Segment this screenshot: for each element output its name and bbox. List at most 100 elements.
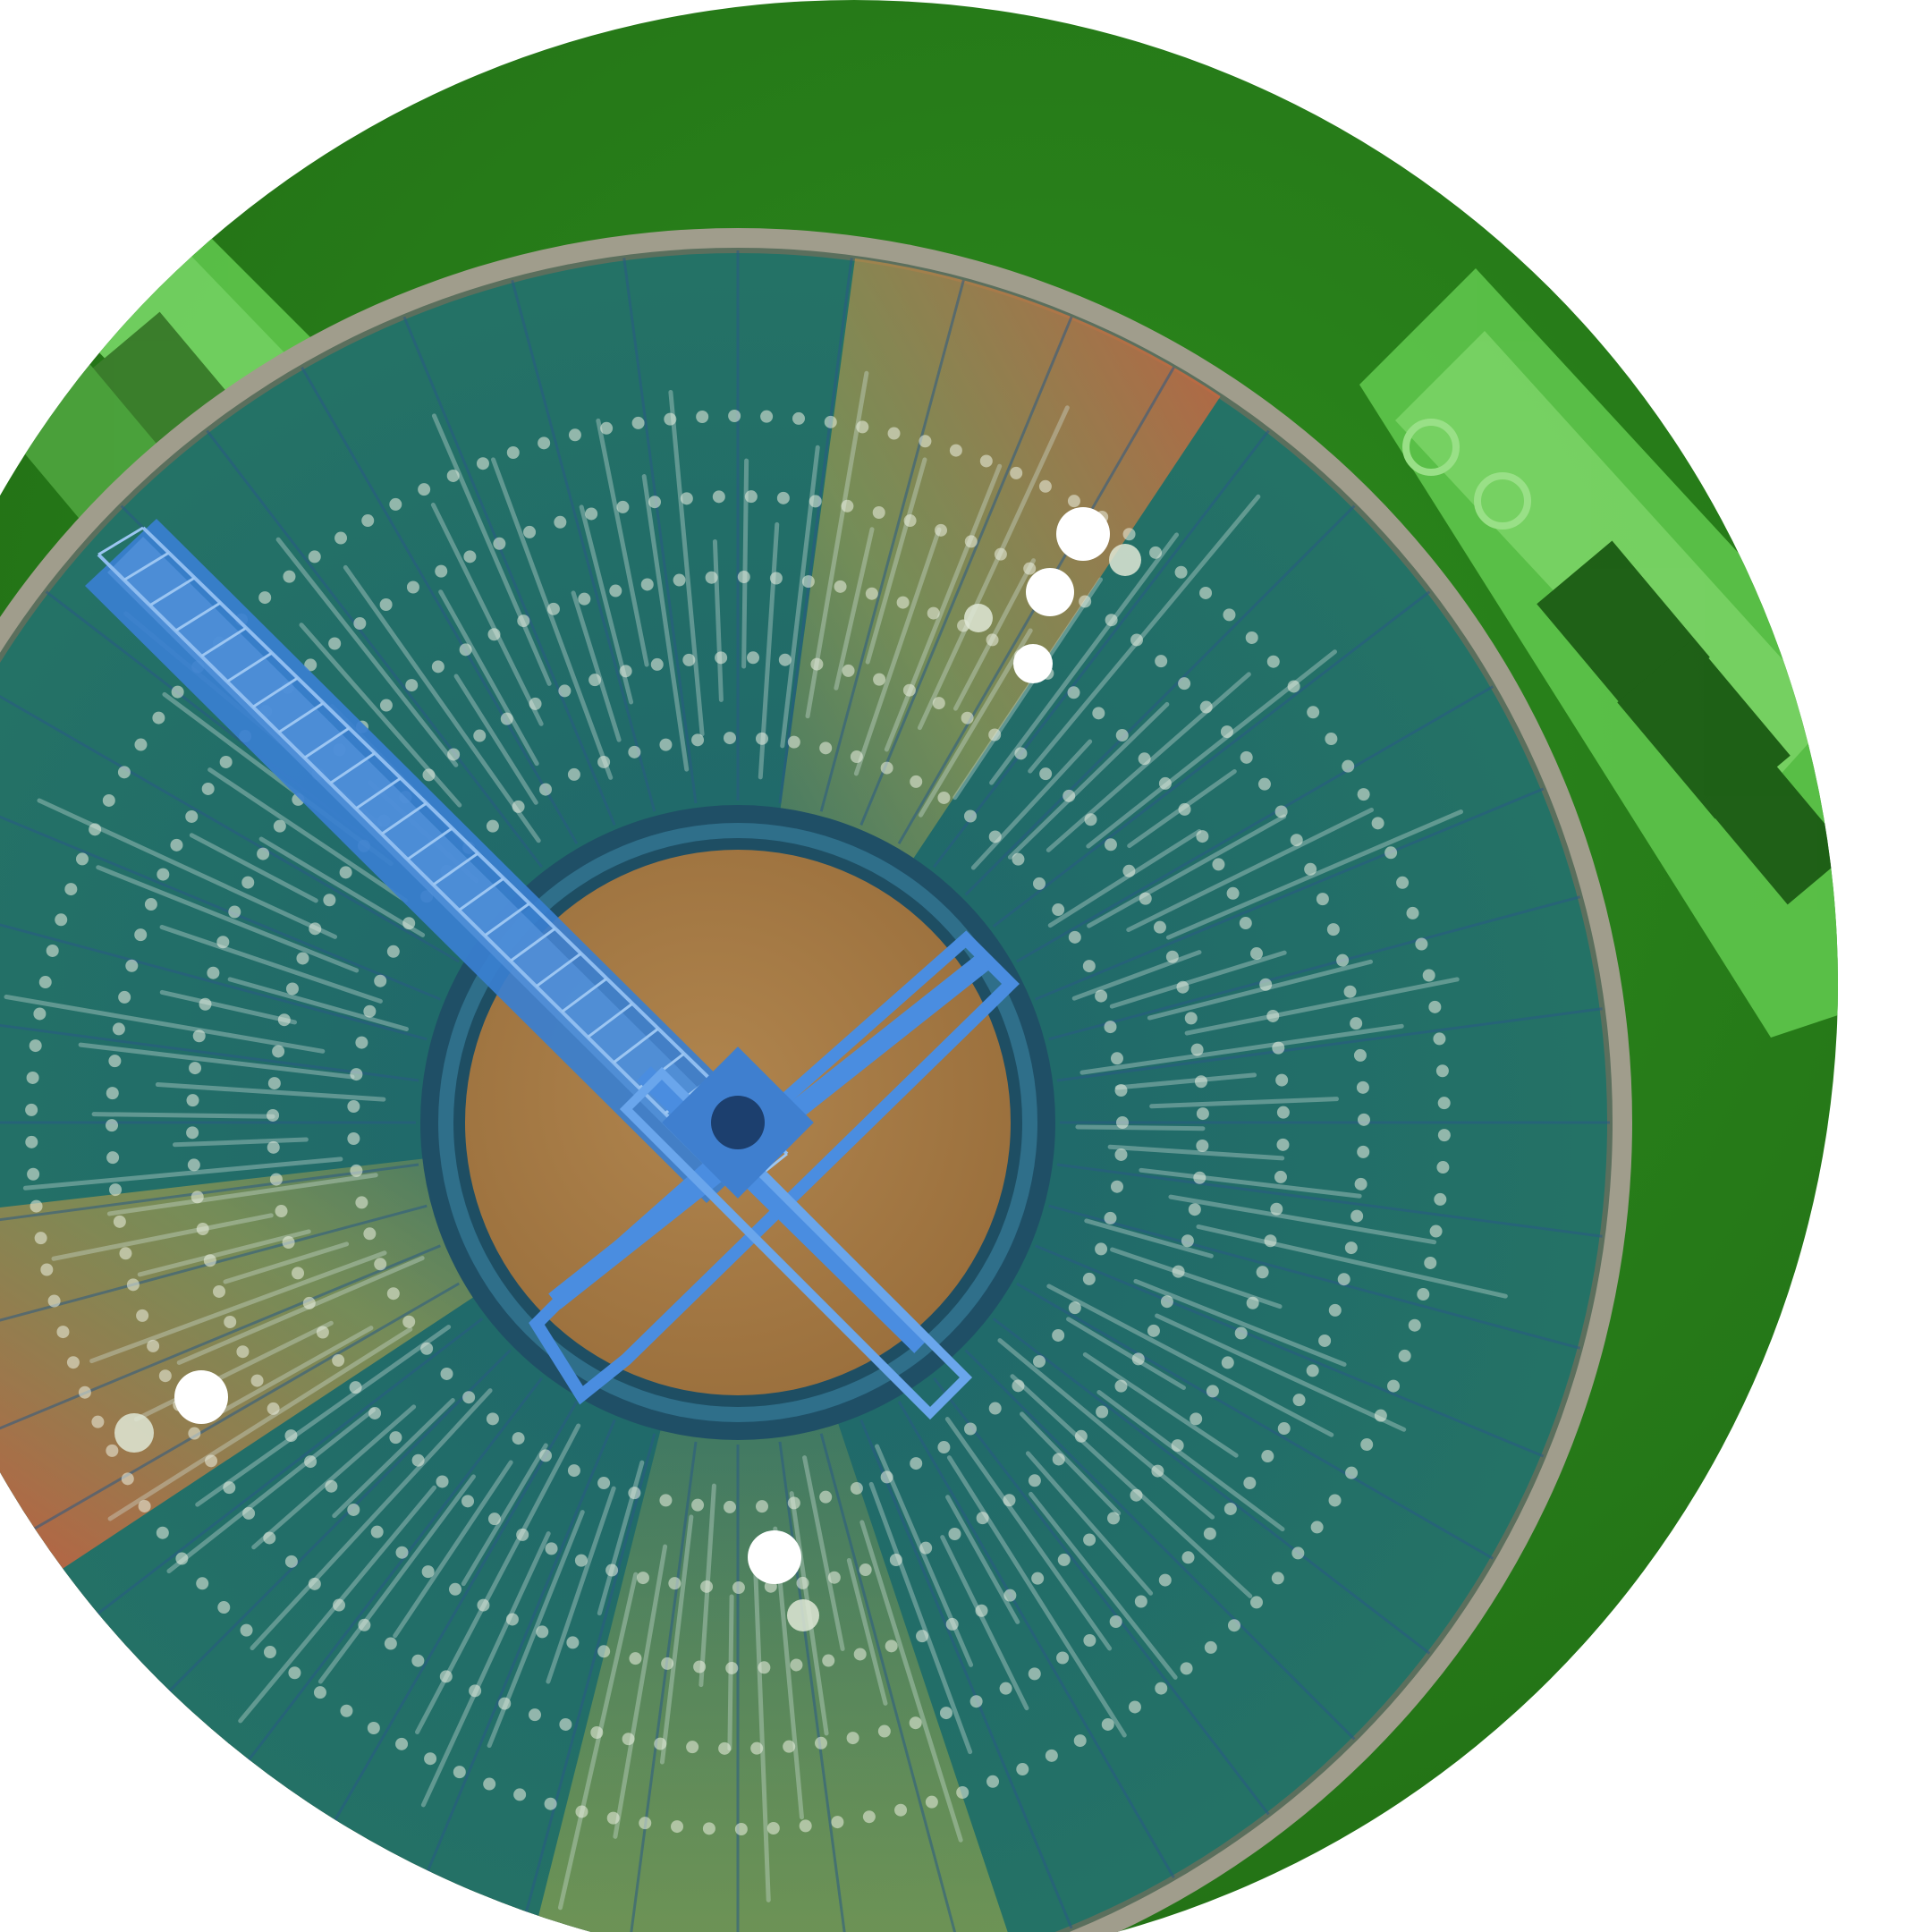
ring-dot — [267, 1140, 280, 1154]
ring-dot — [841, 499, 854, 513]
marker-sw-2 — [114, 1413, 154, 1453]
ring-dot — [1083, 1533, 1096, 1546]
ring-dot — [1147, 1324, 1160, 1337]
ring-dot — [516, 1528, 529, 1541]
ring-dot — [831, 1816, 844, 1829]
ring-dot — [1082, 960, 1096, 973]
light-streak — [251, 1404, 417, 1550]
ring-dot — [810, 657, 824, 671]
ring-dot — [483, 1777, 496, 1791]
ring-dot — [1122, 864, 1136, 877]
bridge-rung — [123, 551, 170, 581]
light-streak — [172, 1137, 309, 1148]
ring-dot — [538, 436, 551, 450]
ring-dot — [766, 1821, 780, 1835]
ring-dot — [1350, 1209, 1364, 1223]
ring-dot — [34, 1232, 47, 1245]
truss-spoke — [402, 1419, 616, 1929]
pipework-top-right — [1359, 268, 1838, 1038]
light-streak — [802, 1455, 845, 1651]
ring-dot — [106, 1444, 119, 1457]
light-streak — [1107, 1144, 1285, 1161]
light-streak — [546, 1486, 616, 1684]
ring-dot — [1249, 947, 1263, 961]
light-streak — [491, 457, 614, 780]
ring-dot — [402, 1315, 416, 1328]
marker-ne-5 — [964, 604, 993, 632]
ring-dot — [316, 1326, 329, 1339]
ring-dot — [1344, 1241, 1358, 1255]
ring-dot — [46, 944, 59, 957]
ring-dot — [910, 1457, 923, 1470]
ring-dot — [628, 1487, 641, 1500]
ring-dot — [1032, 1355, 1046, 1368]
light-streak — [1147, 959, 1374, 1021]
ring-dot — [925, 1795, 938, 1809]
ring-dot — [1270, 1202, 1283, 1216]
ring-dot — [285, 982, 299, 996]
ring-dot — [121, 1472, 134, 1486]
truss-spoke — [0, 895, 428, 1041]
ring-dot — [1357, 1145, 1370, 1158]
ring-dot — [134, 928, 148, 942]
ring-dot — [1435, 1064, 1449, 1078]
ring-dot — [659, 1494, 673, 1507]
ring-dot — [668, 1577, 682, 1590]
ring-dot — [89, 823, 102, 836]
ring-dot — [1171, 1439, 1184, 1453]
light-streak — [223, 1241, 350, 1284]
ring-dot — [258, 591, 272, 605]
ring-dot — [1131, 1352, 1145, 1366]
ring-dot — [384, 1637, 397, 1650]
ring-dot — [269, 1173, 283, 1186]
ring-dot — [512, 800, 525, 813]
ring-dot — [700, 1580, 714, 1593]
ring-dot — [463, 550, 477, 564]
ring-dot — [1134, 1595, 1147, 1608]
ring-dot — [1114, 1148, 1128, 1161]
ring-dot — [673, 573, 686, 587]
ring-dot — [1357, 788, 1370, 801]
light-streak — [1010, 1374, 1253, 1598]
ring-dot — [664, 412, 677, 426]
ring-dot — [937, 791, 951, 804]
ring-dot — [453, 1766, 466, 1779]
ring-dot — [512, 1432, 525, 1445]
ring-dot — [889, 1554, 902, 1567]
bridge-rung — [329, 751, 377, 784]
ring-dot — [1068, 930, 1081, 944]
ring-dot — [559, 1717, 572, 1731]
ring-dot — [539, 783, 552, 796]
ring-dot — [498, 1697, 512, 1710]
ring-dot — [916, 1630, 929, 1643]
bridge-rung — [226, 651, 273, 683]
ring-dot — [284, 1555, 298, 1568]
ring-dot — [827, 1571, 841, 1584]
ring-dot — [590, 1726, 604, 1740]
light-streak — [1096, 1390, 1285, 1532]
ring-dot — [1261, 1450, 1274, 1463]
ring-dot — [1326, 923, 1340, 936]
ring-dot — [1292, 1394, 1306, 1407]
light-streak — [884, 463, 1003, 752]
truss-spoke — [1035, 1244, 1545, 1458]
ring-dot — [190, 1191, 204, 1204]
ring-dot — [1374, 1409, 1387, 1422]
ring-dot — [144, 898, 157, 911]
ring-dot — [1240, 750, 1253, 764]
ring-dot — [1387, 1379, 1401, 1393]
light-streak — [641, 474, 690, 772]
truss-spoke — [511, 1433, 656, 1932]
ring-dot — [755, 1500, 768, 1513]
ring-dot — [963, 809, 977, 823]
truss-spoke — [964, 504, 1356, 896]
ring-dot — [1328, 1303, 1342, 1317]
ring-dot — [945, 1617, 959, 1631]
ring-dot — [152, 711, 165, 724]
ring-dot — [1194, 1075, 1207, 1089]
ring-dot — [332, 1353, 345, 1367]
ring-dot — [1264, 1234, 1277, 1248]
ring-dot — [117, 766, 131, 779]
ring-dot — [919, 1541, 933, 1555]
ring-dot — [188, 1427, 201, 1440]
